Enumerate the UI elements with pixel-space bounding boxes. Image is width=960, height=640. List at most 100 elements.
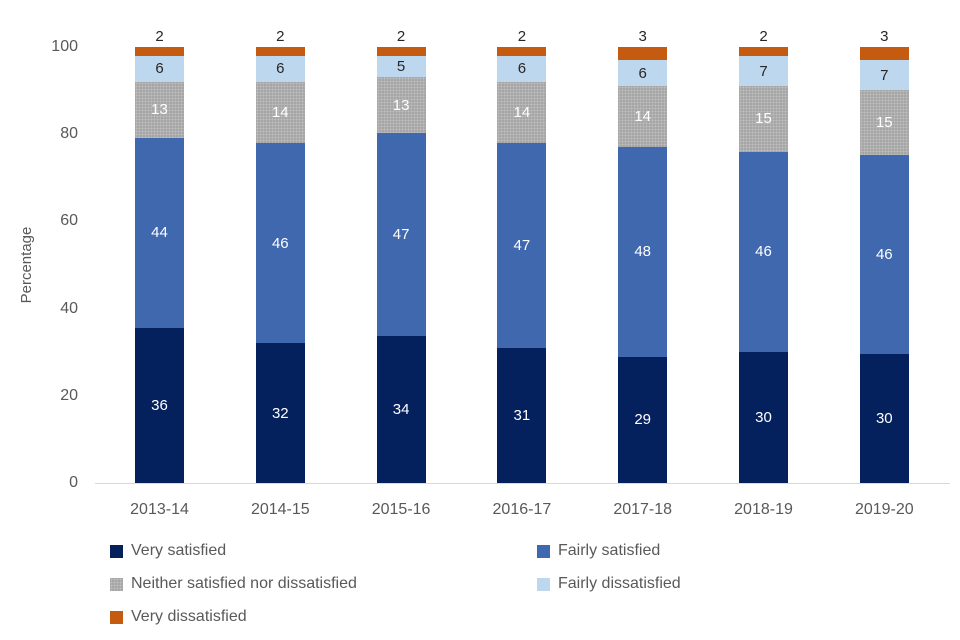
bar-segment: 7 (859, 59, 909, 91)
bar-segment (497, 47, 547, 56)
x-axis-tick-label: 2018-19 (734, 501, 793, 518)
bar-value-label: 7 (880, 66, 889, 84)
y-axis-tick-label: 0 (69, 474, 78, 491)
legend-item: Fairly dissatisfied (537, 574, 681, 594)
bar-segment: 29 (618, 356, 668, 483)
bar-segment (739, 47, 788, 56)
bar-value-label: 6 (276, 60, 285, 78)
bar-2019-20: 30 46 15 7 3 (859, 28, 909, 483)
legend-swatch (537, 577, 550, 591)
bar-segment: 6 (135, 55, 184, 82)
legend-item: Fairly satisfied (537, 541, 660, 561)
x-axis-tick-label: 2019-20 (854, 501, 914, 518)
bar-segment: 13 (135, 81, 184, 138)
bar-2017-18: 29 48 14 6 3 (618, 28, 668, 483)
bar-segment: 15 (739, 86, 788, 152)
bar-value-label: 13 (392, 96, 410, 114)
bar-value-label: 46 (875, 245, 893, 263)
bar-segment: 48 (618, 147, 668, 357)
bar-value-label: 44 (151, 224, 168, 242)
bar-value-label: 14 (634, 108, 652, 126)
bar-value-label-outside: 2 (276, 28, 285, 45)
bar-value-label-outside: 3 (880, 28, 889, 45)
x-axis-tick-label: 2015-16 (371, 501, 431, 518)
legend-label: Very satisfied (131, 542, 227, 559)
bar-value-label: 34 (392, 401, 410, 419)
bar-value-label: 6 (517, 60, 527, 78)
y-axis-tick-label: 20 (60, 386, 78, 404)
bar-value-label: 46 (271, 234, 289, 252)
bar-segment: 5 (376, 55, 426, 78)
legend-label: Fairly satisfied (558, 542, 661, 559)
y-axis-title: Percentage (18, 226, 35, 304)
bar-segment: 14 (497, 81, 547, 143)
y-axis-tick-label: 80 (60, 125, 78, 143)
bar-segment: 30 (859, 353, 909, 483)
bar-segment: 6 (618, 60, 668, 87)
bar-segment: 34 (376, 336, 426, 483)
legend-swatch (110, 544, 123, 558)
y-axis-tick-label: 60 (60, 212, 78, 230)
bar-segment: 31 (497, 347, 547, 483)
legend-swatch (110, 577, 123, 591)
bar-value-label: 47 (513, 236, 531, 254)
bar-segment: 47 (497, 142, 547, 348)
bar-value-label: 31 (513, 406, 531, 424)
bar-2018-19: 30 46 15 7 2 (739, 28, 788, 483)
bar-segment: 13 (376, 77, 426, 134)
bar-value-label: 6 (638, 64, 647, 82)
legend-item: Neither satisfied nor dissatisfied (110, 574, 357, 594)
bar-segment: 30 (739, 352, 788, 483)
bar-value-label: 15 (875, 114, 893, 132)
y-axis-tick-label: 40 (60, 299, 78, 317)
bar-value-label: 46 (755, 243, 772, 261)
x-axis-tick-label: 2017-18 (613, 501, 673, 518)
bar-value-label: 47 (392, 226, 410, 244)
bar-value-label: 7 (759, 62, 768, 80)
legend-item: Very satisfied (110, 541, 226, 561)
legend-label: Very dissatisfied (131, 608, 247, 625)
bar-segment: 7 (739, 55, 788, 87)
bar-segment (255, 47, 305, 56)
legend-item: Very dissatisfied (110, 607, 247, 627)
bar-segment: 36 (135, 327, 184, 483)
bar-value-label-outside: 2 (155, 28, 164, 45)
bar-segment: 46 (739, 151, 788, 353)
bar-value-label-outside: 3 (638, 28, 647, 45)
bar-value-label: 30 (755, 409, 772, 427)
bar-2013-14: 36 44 13 6 2 (135, 28, 184, 483)
bar-segment (859, 47, 909, 60)
bar-value-label: 5 (396, 57, 406, 75)
bar-value-label-outside: 2 (517, 28, 527, 45)
x-axis-baseline (95, 483, 950, 484)
bar-value-label: 14 (271, 103, 289, 121)
bar-segment: 32 (255, 343, 305, 483)
bar-value-label-outside: 2 (759, 28, 768, 45)
bar-segment: 47 (376, 133, 426, 337)
x-axis-tick-label: 2016-17 (492, 501, 552, 518)
bar-segment: 46 (255, 142, 305, 344)
bar-value-label: 13 (151, 101, 168, 119)
bar-value-label: 6 (155, 60, 164, 78)
bar-segment: 14 (255, 81, 305, 143)
x-axis-tick-label: 2013-14 (130, 501, 189, 518)
legend-label: Fairly dissatisfied (558, 575, 681, 592)
bar-value-label: 36 (151, 396, 168, 414)
bar-segment: 6 (497, 55, 547, 82)
bar-segment: 44 (135, 137, 184, 328)
bar-segment (618, 47, 668, 61)
bar-value-label: 14 (513, 103, 531, 121)
bar-segment (135, 47, 184, 56)
bar-segment: 46 (859, 154, 909, 354)
legend-label: Neither satisfied nor dissatisfied (131, 575, 357, 592)
bar-value-label: 32 (271, 404, 289, 422)
legend-swatch (110, 610, 123, 624)
bar-value-label: 15 (755, 110, 772, 128)
bar-2014-15: 32 46 14 6 2 (255, 28, 305, 483)
bar-2016-17: 31 47 14 6 2 (497, 28, 547, 483)
bar-segment: 6 (255, 55, 305, 82)
bar-segment: 14 (618, 86, 668, 148)
bar-segment (376, 47, 426, 56)
bar-2015-16: 34 47 13 5 2 (376, 28, 426, 483)
